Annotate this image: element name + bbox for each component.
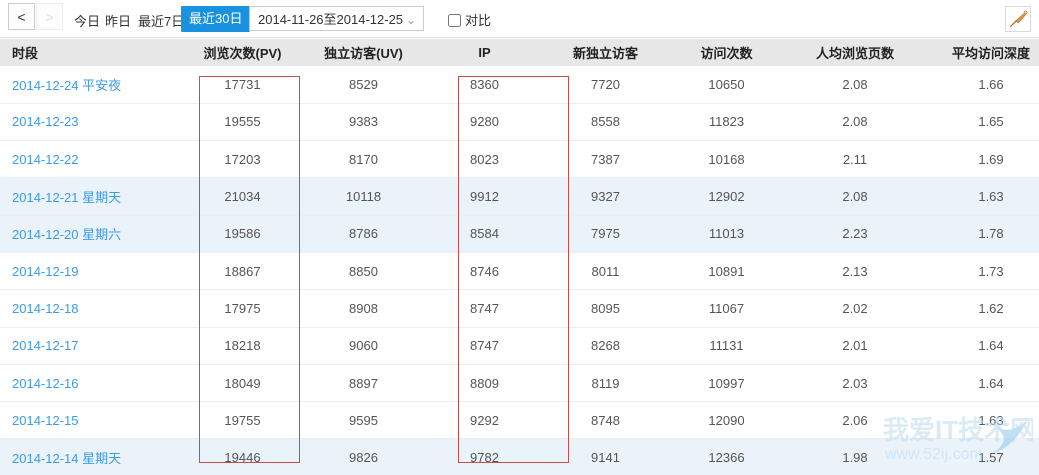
svg-text:www.52ij.com: www.52ij.com bbox=[884, 446, 983, 463]
